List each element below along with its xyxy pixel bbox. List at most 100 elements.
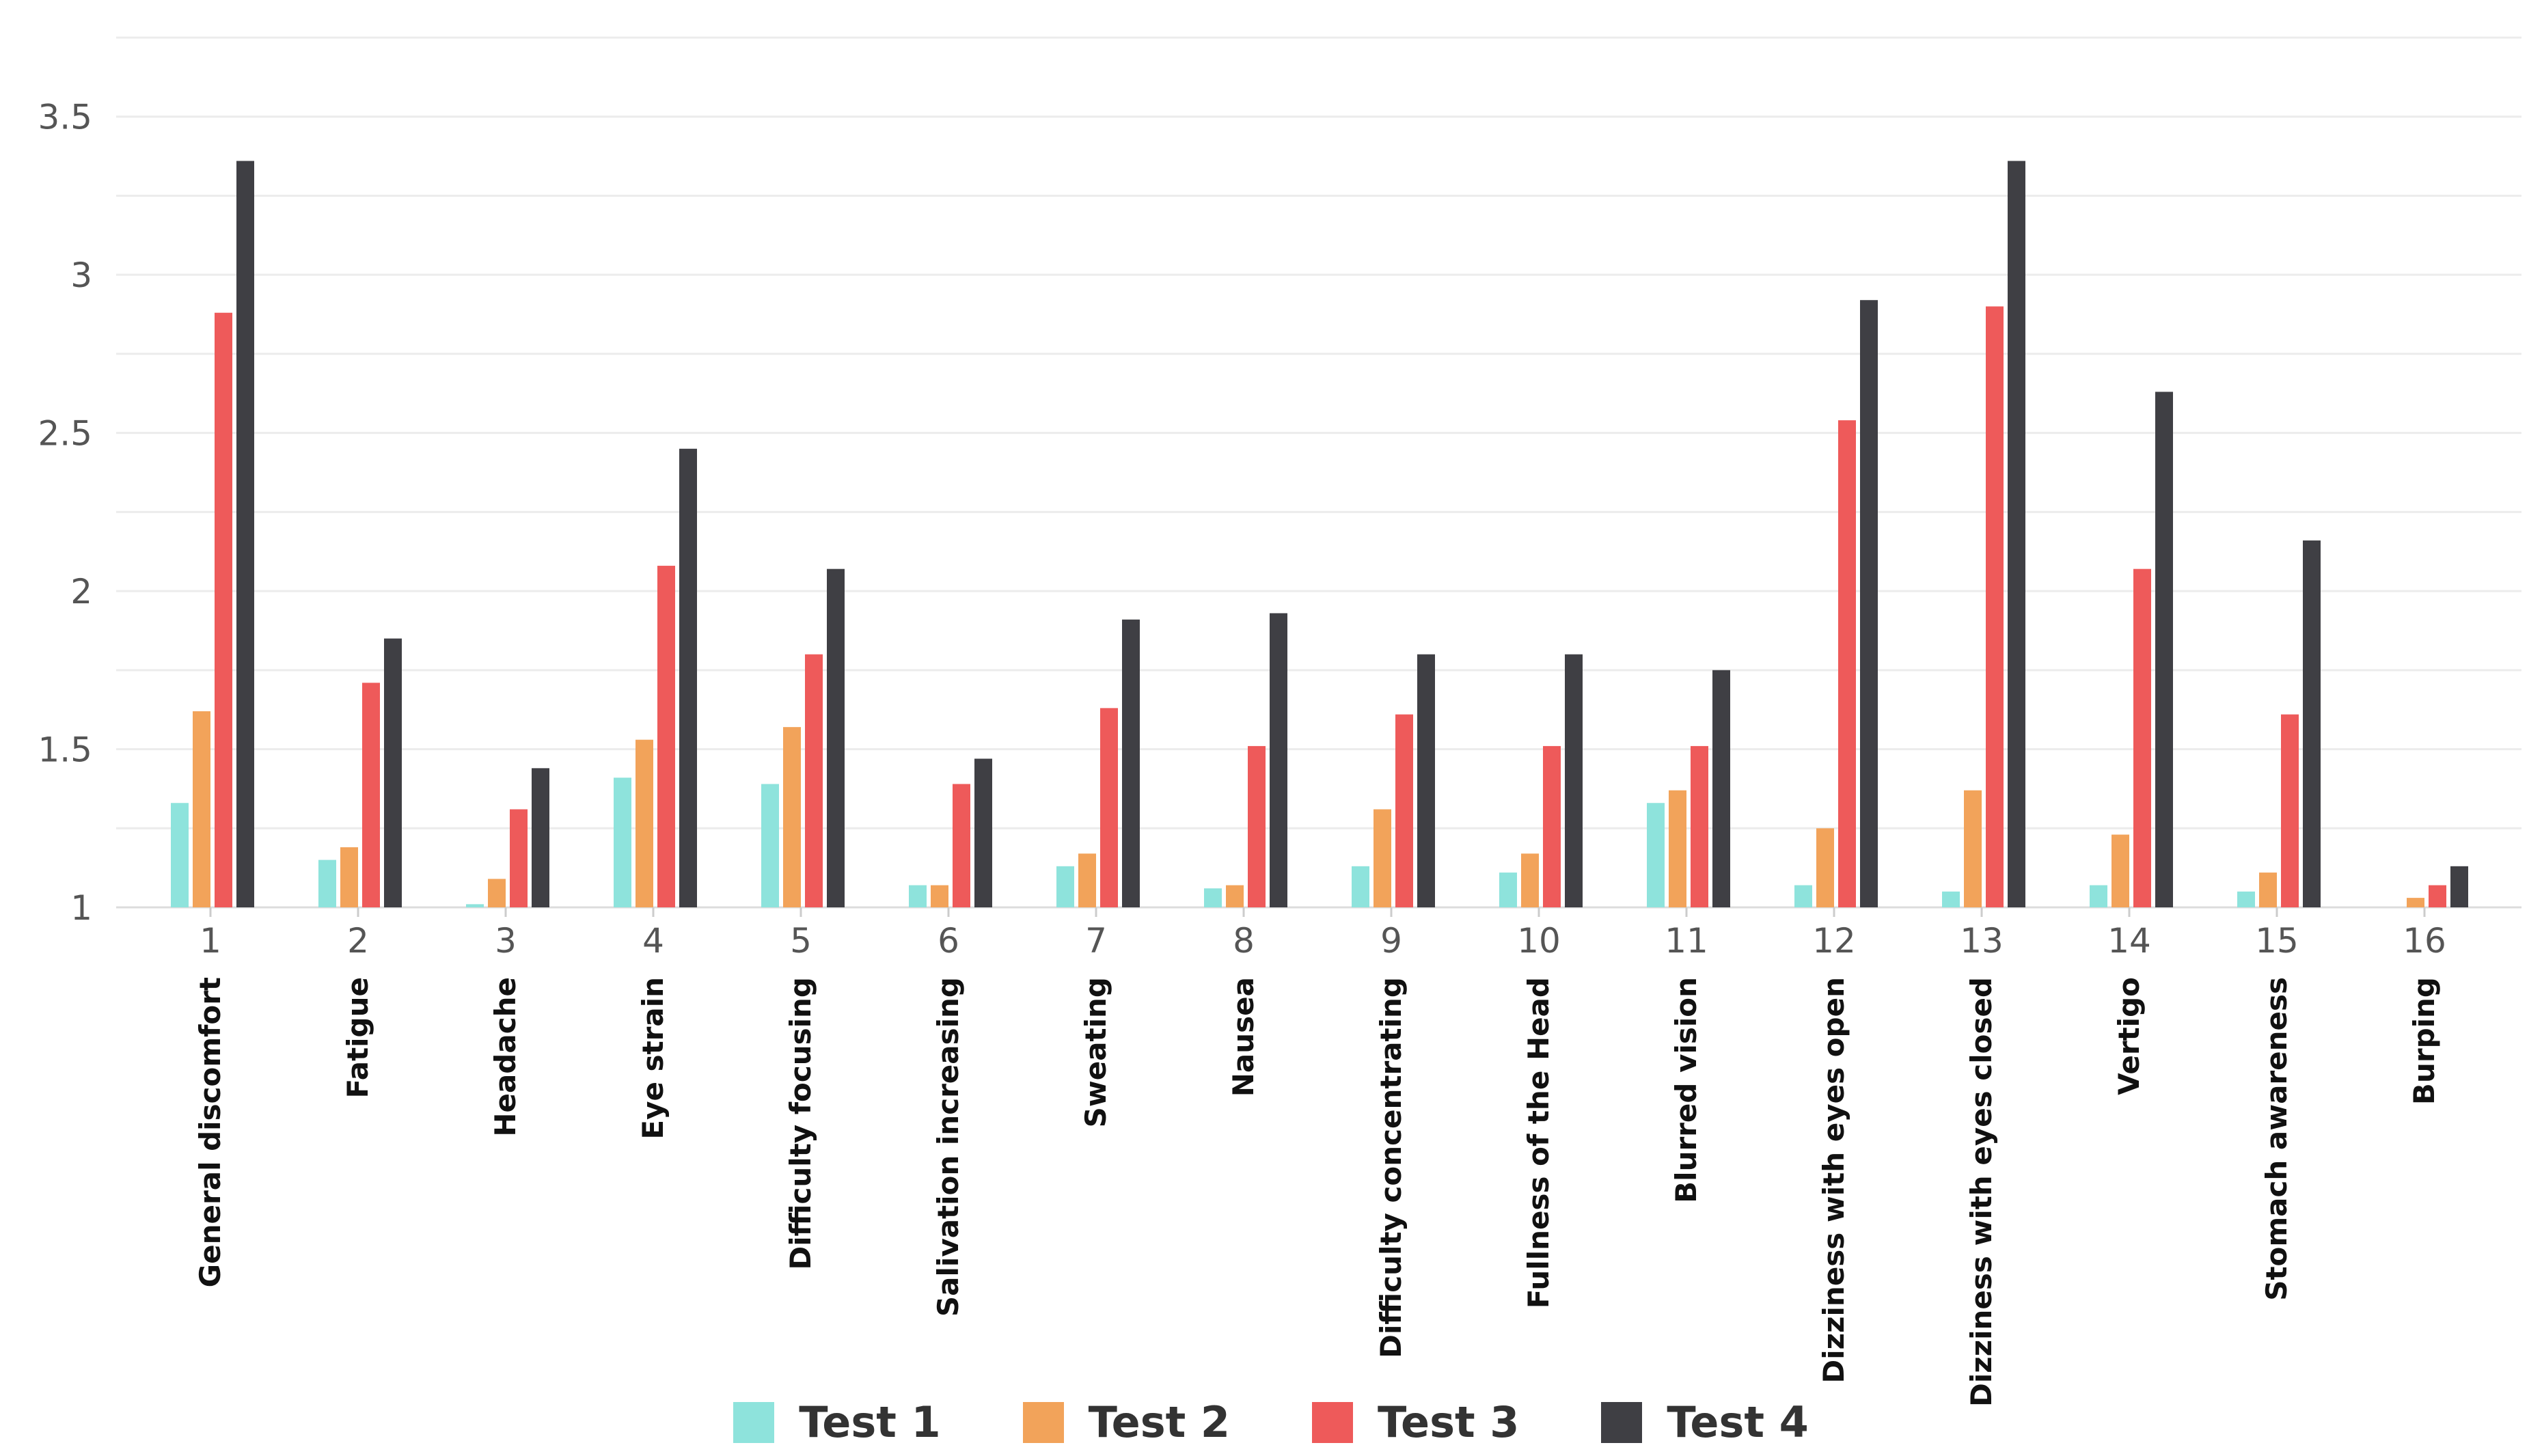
legend-label: Test 2 bbox=[1088, 1397, 1230, 1447]
category-name-label: Salivation increasing bbox=[931, 977, 965, 1317]
x-tick-label: 13 bbox=[1960, 921, 2004, 961]
bar-test-3 bbox=[657, 566, 675, 907]
bar-test-1 bbox=[1056, 866, 1074, 907]
category-name-label: Blurred vision bbox=[1669, 977, 1703, 1203]
y-tick-label: 3 bbox=[70, 256, 92, 295]
category-name-label: General discomfort bbox=[193, 977, 227, 1287]
category-name-label: Burping bbox=[2407, 977, 2441, 1105]
bar-test-4 bbox=[1417, 654, 1435, 907]
bar-test-4 bbox=[532, 768, 549, 907]
category-name-label: Sweating bbox=[1079, 977, 1112, 1127]
legend-label: Test 1 bbox=[799, 1397, 941, 1447]
bar-test-4 bbox=[1712, 670, 1730, 907]
bar-test-3 bbox=[2133, 568, 2151, 907]
bar-test-2 bbox=[783, 727, 801, 907]
bar-test-2 bbox=[931, 885, 948, 907]
bar-test-2 bbox=[2259, 873, 2277, 907]
category-name-label: Nausea bbox=[1227, 977, 1260, 1097]
category-name-label: Difficulty concentrating bbox=[1374, 977, 1408, 1358]
category-name-label: Dizziness with eyes open bbox=[1817, 977, 1850, 1384]
bar-test-4 bbox=[2450, 866, 2468, 907]
legend-item[interactable]: Test 3 bbox=[1312, 1397, 1519, 1447]
bar-test-3 bbox=[953, 784, 970, 907]
category-name-label: Dizziness with eyes closed bbox=[1965, 977, 1998, 1407]
bar-test-4 bbox=[1860, 300, 1878, 907]
category-name-label: Fatigue bbox=[341, 977, 374, 1099]
x-tick-label: 3 bbox=[495, 921, 517, 961]
y-tick-label: 1 bbox=[70, 888, 92, 928]
bar-test-3 bbox=[2281, 714, 2299, 907]
bar-test-4 bbox=[2008, 161, 2025, 907]
x-tick-label: 7 bbox=[1085, 921, 1107, 961]
x-tick-label: 6 bbox=[938, 921, 959, 961]
bar-test-2 bbox=[2112, 834, 2129, 907]
legend-item[interactable]: Test 4 bbox=[1601, 1397, 1809, 1447]
legend-item[interactable]: Test 2 bbox=[1022, 1397, 1230, 1447]
bar-test-1 bbox=[1204, 888, 1222, 907]
x-tick-label: 15 bbox=[2255, 921, 2299, 961]
category-name-label: Fullness of the Head bbox=[1522, 977, 1555, 1308]
bar-test-2 bbox=[1964, 790, 1982, 907]
legend: Test 1 Test 2 Test 3 Test 4 bbox=[0, 1397, 2542, 1447]
bar-test-4 bbox=[384, 638, 402, 907]
bar-test-3 bbox=[1395, 714, 1413, 907]
category-name-label: Stomach awareness bbox=[2260, 977, 2293, 1301]
bar-test-2 bbox=[2407, 898, 2424, 907]
bar-test-2 bbox=[1669, 790, 1686, 907]
bar-test-2 bbox=[193, 711, 210, 907]
bar-test-4 bbox=[1122, 619, 1140, 907]
bar-test-3 bbox=[510, 809, 528, 907]
bar-test-4 bbox=[974, 758, 992, 907]
bar-test-1 bbox=[1794, 885, 1812, 907]
bar-test-2 bbox=[1078, 853, 1096, 907]
bar-test-4 bbox=[679, 448, 697, 907]
bar-test-4 bbox=[827, 568, 845, 907]
bar-test-3 bbox=[2429, 885, 2446, 907]
x-tick-label: 4 bbox=[642, 921, 664, 961]
bar-test-2 bbox=[1226, 885, 1244, 907]
legend-label: Test 3 bbox=[1378, 1397, 1520, 1447]
legend-item[interactable]: Test 1 bbox=[733, 1397, 941, 1447]
x-tick-label: 5 bbox=[790, 921, 812, 961]
bar-test-1 bbox=[1499, 873, 1517, 907]
bar-test-3 bbox=[1986, 306, 2004, 907]
bar-test-1 bbox=[761, 784, 779, 907]
bar-test-3 bbox=[1248, 745, 1266, 907]
bar-test-3 bbox=[805, 654, 823, 907]
category-name-label: Difficulty focusing bbox=[784, 977, 817, 1270]
bar-test-1 bbox=[1352, 866, 1369, 907]
bar-test-2 bbox=[1374, 809, 1391, 907]
y-tick-label: 2.5 bbox=[38, 414, 92, 454]
x-tick-label: 16 bbox=[2403, 921, 2446, 961]
legend-label: Test 4 bbox=[1667, 1397, 1809, 1447]
bar-test-1 bbox=[1647, 803, 1665, 907]
x-tick-label: 10 bbox=[1517, 921, 1561, 961]
bar-test-4 bbox=[236, 161, 254, 907]
x-tick-label: 8 bbox=[1233, 921, 1255, 961]
bar-test-1 bbox=[614, 778, 631, 907]
bar-test-2 bbox=[340, 847, 358, 907]
category-name-label: Eye strain bbox=[636, 977, 670, 1140]
bar-test-4 bbox=[2155, 392, 2173, 907]
bar-test-1 bbox=[318, 860, 336, 907]
x-tick-label: 9 bbox=[1380, 921, 1402, 961]
bar-test-4 bbox=[1565, 654, 1583, 907]
bar-test-3 bbox=[1543, 745, 1561, 907]
x-tick-label: 14 bbox=[2107, 921, 2151, 961]
bar-test-3 bbox=[215, 312, 232, 907]
bar-test-3 bbox=[1838, 420, 1856, 907]
bar-test-3 bbox=[1100, 708, 1118, 907]
bar-test-2 bbox=[1816, 828, 1834, 907]
bar-test-1 bbox=[2237, 891, 2255, 907]
bar-test-3 bbox=[362, 683, 380, 907]
bar-test-1 bbox=[2090, 885, 2107, 907]
bar-test-1 bbox=[466, 904, 484, 907]
legend-swatch bbox=[1601, 1401, 1643, 1443]
bar-test-4 bbox=[2303, 540, 2321, 907]
bar-test-3 bbox=[1691, 745, 1708, 907]
y-tick-label: 2 bbox=[70, 572, 92, 612]
bar-test-1 bbox=[171, 803, 189, 907]
category-name-label: Headache bbox=[489, 977, 522, 1137]
bar-test-1 bbox=[1942, 891, 1960, 907]
